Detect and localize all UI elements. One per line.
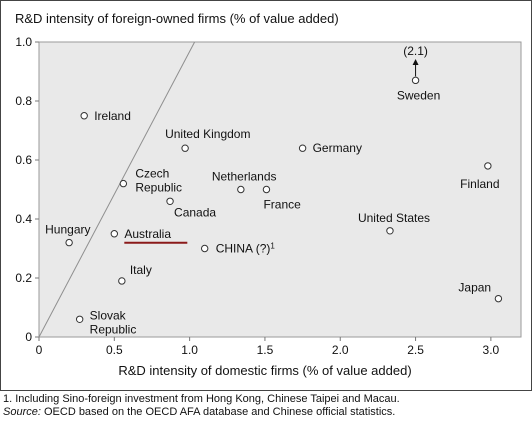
offscale-arrow-head [412,59,419,65]
data-point-united-states [386,227,394,235]
data-point-sweden [411,76,420,85]
data-point-italy [118,277,126,285]
data-point-netherlands [237,185,245,194]
x-tick-label: 2.0 [332,343,349,357]
data-label-japan: Japan [458,281,491,295]
source-line: Source: OECD based on the OECD AFA datab… [3,406,529,419]
data-label-france: France [263,198,301,212]
data-label-czech-republic: Czech [135,167,169,181]
data-point-czech-republic [119,179,128,188]
data-label-ireland: Ireland [94,109,131,123]
data-point-france [262,185,271,194]
chart-figure: R&D intensity of foreign-owned firms (% … [0,0,532,391]
data-label-australia: Australia [124,227,171,241]
x-tick-label: 0.5 [106,343,123,357]
data-label-united-states: United States [358,211,430,225]
data-point-united-kingdom [181,144,189,152]
data-label-italy: Italy [130,263,152,277]
data-label-hungary: Hungary [45,223,90,237]
data-point-finland [484,162,492,170]
data-label-slovak-republic: Republic [90,322,137,336]
data-label-canada: Canada [174,205,216,219]
x-axis-title: R&D intensity of domestic firms (% of va… [118,363,411,378]
data-label-slovak-republic: Slovak [90,308,127,322]
data-point-canada [166,197,174,206]
offscale-annotation: (2.1) [403,44,428,58]
scatter-chart: R&D intensity of foreign-owned firms (% … [15,11,522,378]
data-point-hungary [65,238,73,247]
x-tick-label: 3.0 [483,343,500,357]
y-tick-label: 0.6 [15,153,32,167]
x-tick-label: 1.0 [181,343,198,357]
y-tick-label: 0.4 [15,212,32,226]
footnote: 1. Including Sino-foreign investment fro… [3,393,400,405]
data-label-germany: Germany [313,141,362,155]
y-tick-label: 0.8 [15,94,32,108]
data-label-united-kingdom: United Kingdom [165,127,250,141]
x-tick-label: 2.5 [407,343,424,357]
data-label-czech-republic: Republic [135,181,182,195]
x-tick-label: 0 [36,343,43,357]
y-tick-label: 0.2 [15,271,32,285]
data-point-slovak-republic [75,315,84,323]
y-axis-title: R&D intensity of foreign-owned firms (% … [15,11,339,26]
y-tick-label: 1.0 [15,35,32,49]
reference-line [38,41,196,338]
chart-notes: 1. Including Sino-foreign investment fro… [3,393,529,419]
data-point-ireland [80,112,88,120]
data-label-netherlands: Netherlands [212,170,277,184]
data-label-sweden: Sweden [397,88,440,102]
data-point-australia [110,230,119,238]
plot-area [38,41,522,338]
source-text: OECD based on the OECD AFA database and … [40,406,396,418]
footnote-marker: 1 [270,242,275,251]
data-point-germany [298,144,307,152]
data-label-finland: Finland [460,177,499,191]
source-label: Source: [3,406,41,418]
data-label-china-1: CHINA (?)1 [216,242,276,256]
y-tick-label: 0 [25,330,32,344]
x-tick-label: 1.5 [257,343,274,357]
data-point-china-1 [200,244,209,253]
data-point-japan [494,294,503,303]
